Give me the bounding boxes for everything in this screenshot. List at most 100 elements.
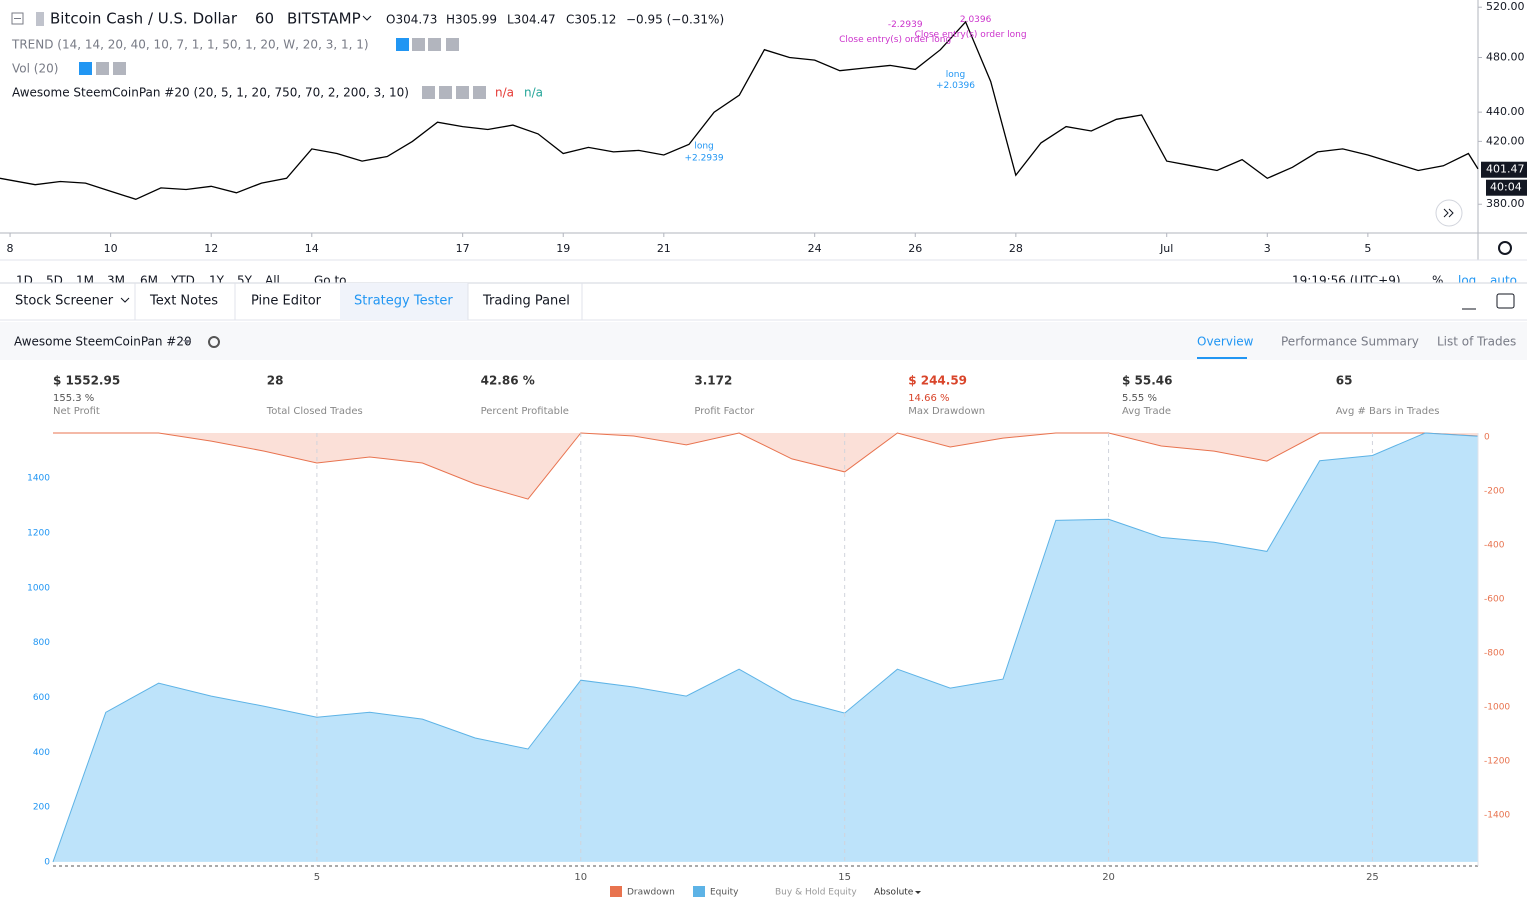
y2-tick-label: -200 — [1484, 486, 1505, 496]
indicator-buttons[interactable] — [79, 38, 486, 99]
indicator[interactable]: TREND (14, 14, 20, 40, 10, 7, 1, 1, 50, … — [11, 38, 369, 52]
countdown: 40:04 — [1490, 181, 1522, 194]
annotation: Close entry(s) order long — [839, 35, 951, 45]
ohlc-low: L304.47 — [507, 13, 556, 27]
x-tick-label: 8 — [7, 242, 14, 255]
equity-area — [53, 433, 1478, 862]
mode-select[interactable]: Absolute — [874, 888, 914, 898]
drawdown-area — [53, 433, 1478, 500]
indicator-value: n/a — [524, 86, 543, 100]
tab[interactable]: Pine Editor — [251, 294, 322, 309]
indicator-value: n/a — [495, 86, 514, 100]
y2-tick-label: -1200 — [1484, 756, 1510, 766]
stat-sub: 5.55 % — [1122, 393, 1157, 404]
symbol[interactable]: Bitcoin Cash / U.S. Dollar — [50, 10, 238, 28]
x-tick-label: 26 — [908, 242, 922, 255]
x-tick-label: 14 — [305, 242, 319, 255]
indicator[interactable]: Vol (20) — [12, 62, 58, 76]
y2-tick-label: -1000 — [1484, 702, 1510, 712]
stat-sub: 155.3 % — [53, 393, 94, 404]
x-tick-label: 5 — [314, 872, 320, 883]
drawdown-line — [53, 432, 1479, 500]
y-tick-label: 480.00 — [1486, 50, 1525, 63]
y-tick-label: 400 — [33, 748, 50, 758]
scale-option[interactable]: % — [1432, 274, 1443, 288]
collapse-box[interactable] — [11, 12, 24, 25]
stat-label: Net Profit — [53, 406, 100, 417]
last-price-box — [1481, 161, 1527, 178]
x-tick-label: 3 — [1264, 242, 1271, 255]
interval[interactable]: 60 — [255, 10, 274, 28]
report-tab-active[interactable]: Overview — [1197, 335, 1254, 349]
stat-value: $ 1552.95 — [53, 374, 120, 388]
y-tick-label: 440.00 — [1486, 105, 1525, 118]
legend-label[interactable]: Drawdown — [627, 888, 675, 898]
indicator[interactable]: Awesome SteemCoinPan #20 (20, 5, 1, 20, … — [12, 86, 409, 100]
x-tick-label: 19 — [556, 242, 570, 255]
y2-tick-label: -600 — [1484, 594, 1505, 604]
y-tick-label: 600 — [33, 693, 50, 703]
y-tick-label: 200 — [33, 803, 50, 813]
x-tick-label: 21 — [657, 242, 671, 255]
settings-icon[interactable] — [1498, 241, 1512, 255]
stat-value: 65 — [1336, 374, 1353, 388]
tab-active[interactable]: Strategy Tester — [354, 294, 453, 309]
x-tick-label: 10 — [104, 242, 118, 255]
equity-chart: 5 10 15 20 25 0 200 400 600 800 1000 1200 1400 0 -200 -… — [27, 432, 1510, 898]
maximize[interactable] — [1496, 293, 1515, 309]
annotation: +2.2939 — [685, 154, 724, 164]
y-tick-label: 1000 — [27, 583, 50, 593]
stat-sub: 14.66 % — [908, 393, 949, 404]
caret — [915, 891, 921, 894]
stat-value: 28 — [267, 374, 284, 388]
ohlc-change: −0.95 (−0.31%) — [626, 13, 724, 27]
stats: $ 1552.95 155.3 % Net Profit 28 Total Closed… — [53, 374, 1439, 418]
y-tick-label: 800 — [33, 638, 50, 648]
stat-label: Profit Factor — [694, 406, 755, 417]
y-tick-label: 0 — [44, 857, 50, 867]
x-tick-label: 20 — [1102, 872, 1115, 883]
report-tab[interactable]: Performance Summary — [1281, 335, 1419, 349]
x-tick-label: 24 — [808, 242, 822, 255]
annotation: long — [694, 141, 713, 151]
legend-swatch — [693, 886, 705, 897]
stat-label: Percent Profitable — [481, 406, 569, 417]
y-tick-label: 420.00 — [1486, 134, 1525, 147]
ohlc-open: O304.73 — [386, 13, 437, 27]
stat-label: Max Drawdown — [908, 406, 985, 417]
stat-value: $ 55.46 — [1122, 374, 1172, 388]
x-tick-label: 28 — [1009, 242, 1023, 255]
y-tick-label: 1200 — [27, 529, 50, 539]
tab[interactable]: Trading Panel — [482, 294, 570, 309]
y2-tick-label: 0 — [1484, 433, 1490, 443]
stat-label: Avg # Bars in Trades — [1336, 406, 1440, 417]
y-tick-label: 520.00 — [1486, 0, 1525, 13]
legend-label[interactable]: Equity — [710, 888, 739, 898]
stat-value: $ 244.59 — [908, 374, 967, 388]
x-tick-label: 12 — [204, 242, 218, 255]
y-tick-label: 380.00 — [1486, 197, 1525, 210]
ohlc-high: H305.99 — [446, 13, 497, 27]
y2-tick-label: -400 — [1484, 540, 1505, 550]
report-tab[interactable]: List of Trades — [1437, 335, 1516, 349]
x-tick-label: 10 — [574, 872, 587, 883]
x-tick-label: 25 — [1366, 872, 1379, 883]
equity-line — [52, 432, 1479, 863]
exchange[interactable]: BITSTAMP — [287, 10, 361, 28]
legend-label[interactable]: Buy & Hold Equity — [775, 888, 857, 898]
x-tick-label: 17 — [456, 242, 470, 255]
y-tick-label: 1400 — [27, 474, 50, 484]
y2-tick-label: -800 — [1484, 648, 1505, 658]
scroll-button[interactable] — [1435, 199, 1463, 227]
stat-label: Avg Trade — [1122, 406, 1171, 417]
strategy-name[interactable]: Awesome SteemCoinPan #20 — [14, 335, 192, 349]
tab[interactable]: Text Notes — [149, 294, 218, 309]
tab[interactable]: Stock Screener — [15, 294, 114, 309]
strategy-settings[interactable] — [208, 336, 220, 348]
stat-value: 42.86 % — [481, 374, 535, 388]
countdown-box — [1486, 179, 1527, 196]
annotation: -2.2939 — [888, 20, 923, 30]
x-tick-label: 5 — [1364, 242, 1371, 255]
annotation: +2.0396 — [936, 81, 975, 91]
stat-label: Total Closed Trades — [266, 406, 363, 417]
